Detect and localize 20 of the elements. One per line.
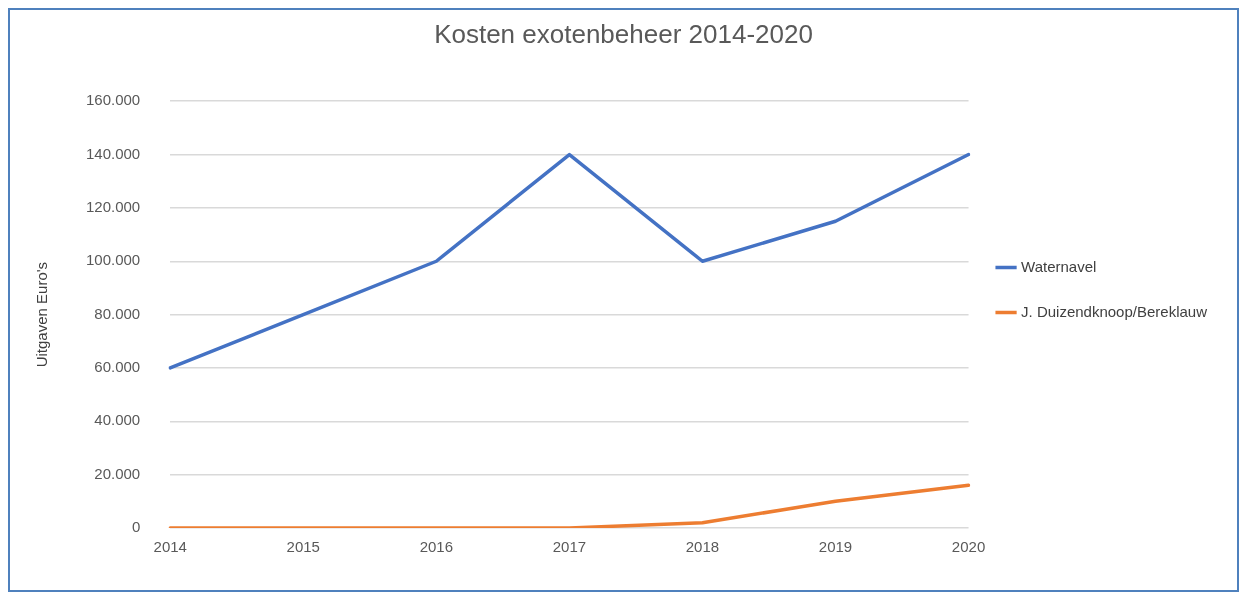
y-tick-label: 0 xyxy=(131,518,141,536)
x-tick-label: 2016 xyxy=(419,538,454,556)
legend-label: Waternavel xyxy=(1021,257,1097,275)
x-tick-label: 2020 xyxy=(951,538,986,556)
y-axis-title: Uitgaven Euro's xyxy=(33,261,51,368)
y-tick-label: 140.000 xyxy=(85,144,141,162)
y-tick-label: 20.000 xyxy=(94,464,141,482)
x-tick-label: 2014 xyxy=(153,538,187,556)
chart-title: Kosten exotenbeheer 2014-2020 xyxy=(434,18,813,49)
legend-label: J. Duizendknoop/Bereklauw xyxy=(1021,302,1208,320)
y-tick-label: 40.000 xyxy=(94,411,141,429)
y-tick-label: 60.000 xyxy=(94,358,141,376)
y-tick-label: 100.000 xyxy=(85,251,141,269)
x-tick-label: 2019 xyxy=(818,538,853,556)
y-tick-label: 80.000 xyxy=(94,304,141,322)
y-tick-label: 160.000 xyxy=(85,91,141,109)
x-tick-label: 2018 xyxy=(685,538,720,556)
x-tick-label: 2017 xyxy=(552,538,587,556)
x-tick-label: 2015 xyxy=(286,538,320,556)
y-tick-label: 120.000 xyxy=(85,198,141,216)
